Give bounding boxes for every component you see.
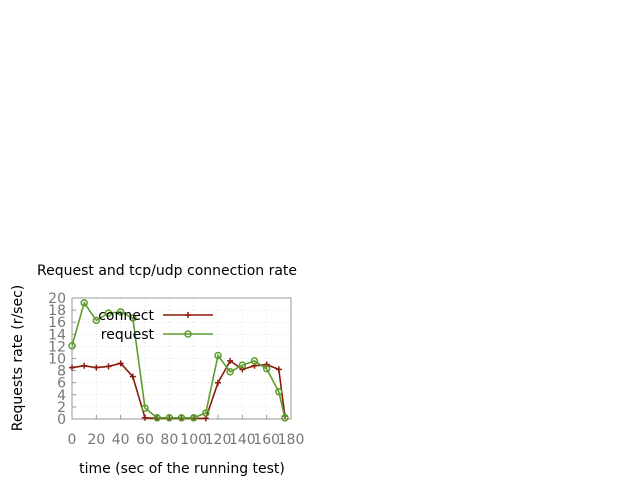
data-point-connect [117,360,124,367]
data-point-connect [81,362,88,369]
data-point-connect [69,364,75,371]
y-tick-label: 14 [48,327,66,343]
data-point-request [238,361,247,369]
data-point-request [80,299,88,307]
data-point-connect [105,363,112,370]
y-tick-label: 18 [48,303,66,319]
data-point-request [104,309,113,317]
data-point-connect [215,379,221,386]
data-point-request [92,316,101,325]
y-tick-label: 16 [48,315,66,331]
data-point-request [226,368,234,376]
x-tick-label: 80 [160,432,178,448]
series-layer [68,299,289,422]
data-point-request [275,388,283,396]
data-point-request [177,414,186,422]
x-tick-label: 120 [205,432,232,448]
data-point-request [141,404,149,412]
data-point-request [214,351,222,360]
series-connect [69,357,288,422]
x-tick-label: 140 [229,432,256,448]
legend: connect request [98,308,213,343]
data-point-request [250,357,259,365]
x-tick-label: 180 [278,432,305,448]
series-line-connect [71,359,286,420]
data-point-request [202,409,210,417]
data-point-request [281,414,289,422]
data-point-request [189,414,198,422]
data-point-request [262,365,271,373]
data-point-connect [275,366,282,373]
y-tick-label: 6 [57,376,66,392]
data-point-connect [227,357,234,364]
y-tick-label: 20 [48,291,66,307]
data-point-connect [263,361,270,368]
chart-title: Request and tcp/udp connection rate [37,263,297,279]
y-tick-label: 2 [57,400,66,416]
data-point-request [153,414,161,422]
legend-marker-connect [185,312,191,318]
series-line-request [71,300,286,419]
x-tick-label: 100 [180,432,207,448]
data-point-connect [239,366,246,373]
x-tick-label: 40 [112,432,130,448]
y-tick-label: 12 [48,339,66,355]
data-point-connect [93,364,100,371]
y-tick-label: 4 [57,388,66,404]
y-axis-label: Requests rate (r/sec) [10,285,26,432]
x-axis-label: time (sec of the running test) [79,461,285,477]
data-point-connect [129,373,136,380]
x-tick-label: 0 [68,432,77,448]
legend-label-request: request [101,327,155,343]
x-tick-label: 60 [136,432,154,448]
legend-marker-request [184,330,192,338]
series-request [68,299,289,422]
y-tick-label: 10 [48,352,66,368]
legend-label-connect: connect [98,308,154,324]
y-tick-label: 8 [57,364,66,380]
y-tick-label: 0 [57,412,66,428]
data-point-request [116,308,125,316]
data-point-request [165,414,174,422]
data-point-request [68,342,76,350]
x-tick-label: 20 [87,432,105,448]
data-point-request [129,314,137,322]
data-point-connect [142,414,148,421]
x-tick-label: 160 [253,432,280,448]
